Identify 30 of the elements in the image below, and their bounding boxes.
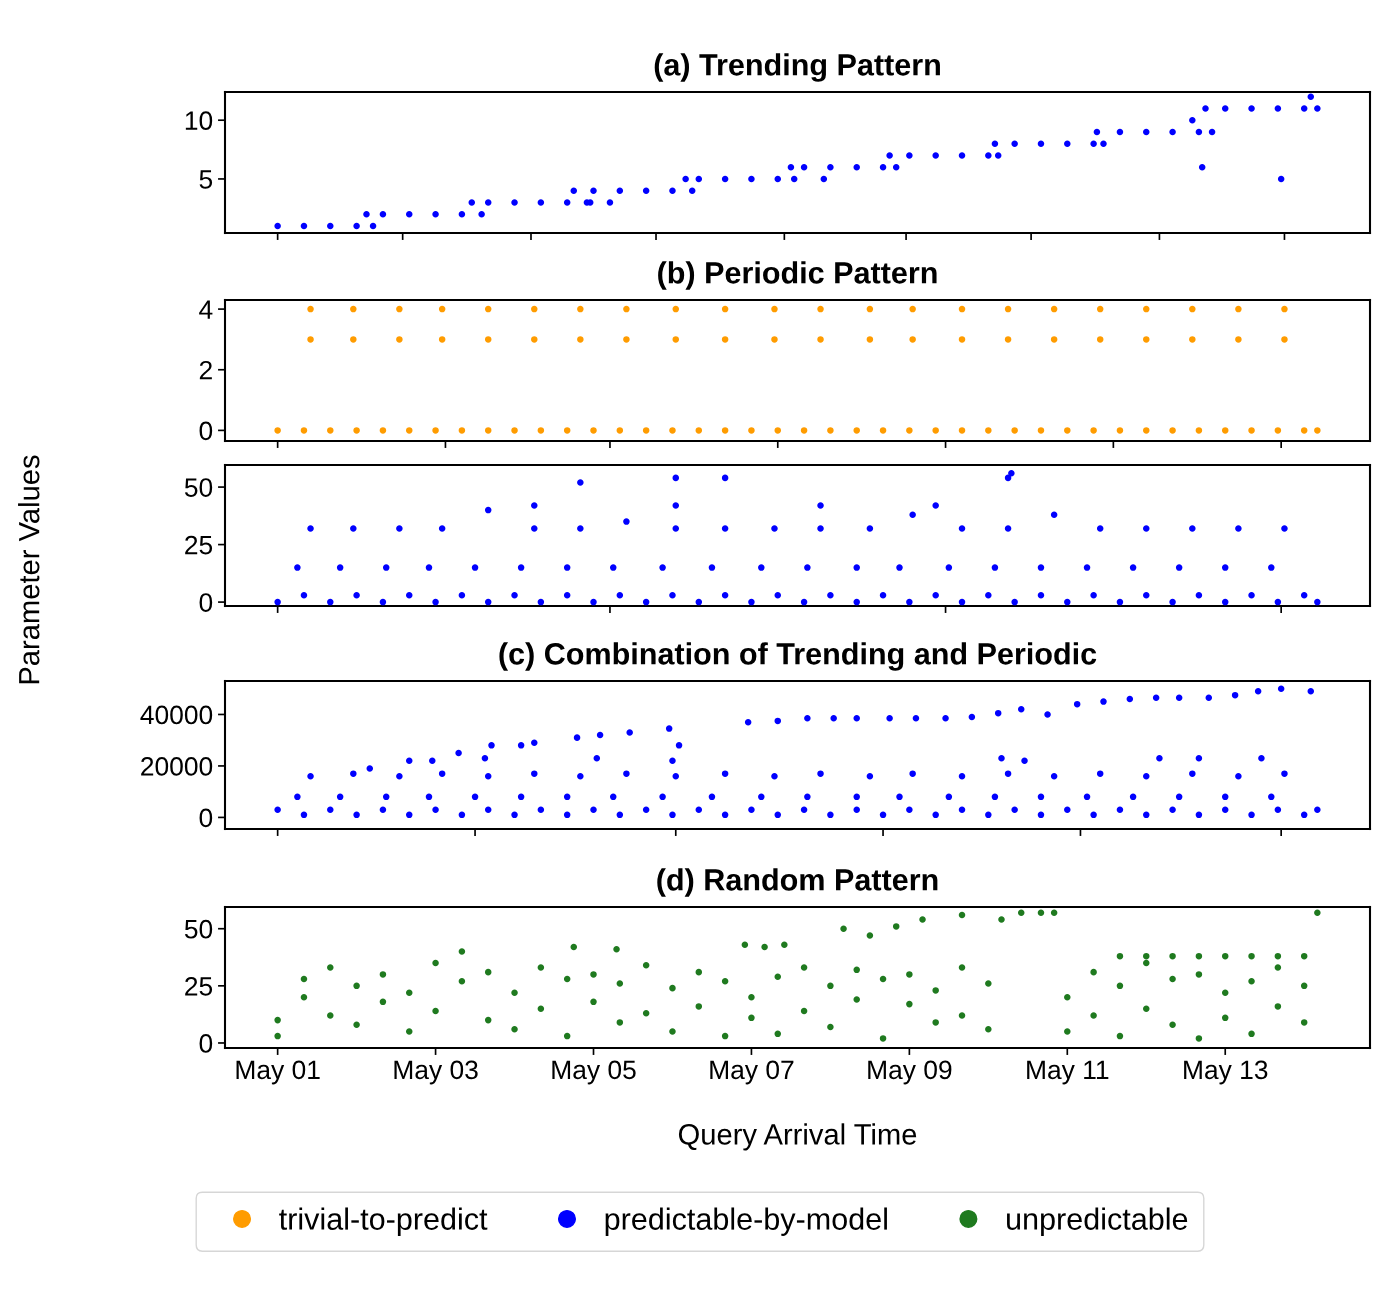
x-tick-label: May 07 <box>710 1060 794 1085</box>
y-tick-label: 25 <box>185 976 213 996</box>
y-tick-label: 10 <box>185 111 213 131</box>
x-axis-title: Query Arrival Time <box>678 1123 917 1151</box>
y-tick-label: 25 <box>185 535 213 555</box>
y-tick-label: 40000 <box>140 705 213 725</box>
chart-title: (b) Periodic Pattern <box>658 261 937 290</box>
x-tick-label: May 11 <box>1027 1060 1109 1085</box>
y-tick-label: 4 <box>199 300 213 319</box>
y-tick-label: 0 <box>199 1034 213 1053</box>
legend-label: unpredictable <box>1007 1207 1188 1236</box>
y-tick-label: 50 <box>184 919 213 939</box>
y-tick-label: 2 <box>199 360 212 380</box>
y-tick-label: 0 <box>199 808 213 828</box>
y-tick-label: 0 <box>199 593 213 612</box>
x-tick-label: May 05 <box>552 1060 636 1085</box>
x-tick-label: May 09 <box>868 1060 952 1085</box>
y-tick-label: 20000 <box>141 757 213 776</box>
y-tick-label: 50 <box>184 478 213 497</box>
x-tick-label: May 13 <box>1184 1060 1268 1085</box>
chart-title: (d) Random Pattern <box>657 868 938 897</box>
x-tick-label: May 03 <box>394 1060 478 1085</box>
chart-title: (a) Trending Pattern <box>654 53 940 82</box>
x-tick-label: May 01 <box>236 1060 320 1085</box>
y-tick-label: 0 <box>199 421 213 441</box>
legend-label: predictable-by-model <box>605 1207 887 1236</box>
y-axis-title: Parameter Values <box>18 455 40 684</box>
chart-title: (c) Combination of Trending and Periodic <box>499 642 1097 671</box>
y-tick-label: 5 <box>199 170 213 189</box>
legend-label: trivial-to-predict <box>279 1207 488 1236</box>
